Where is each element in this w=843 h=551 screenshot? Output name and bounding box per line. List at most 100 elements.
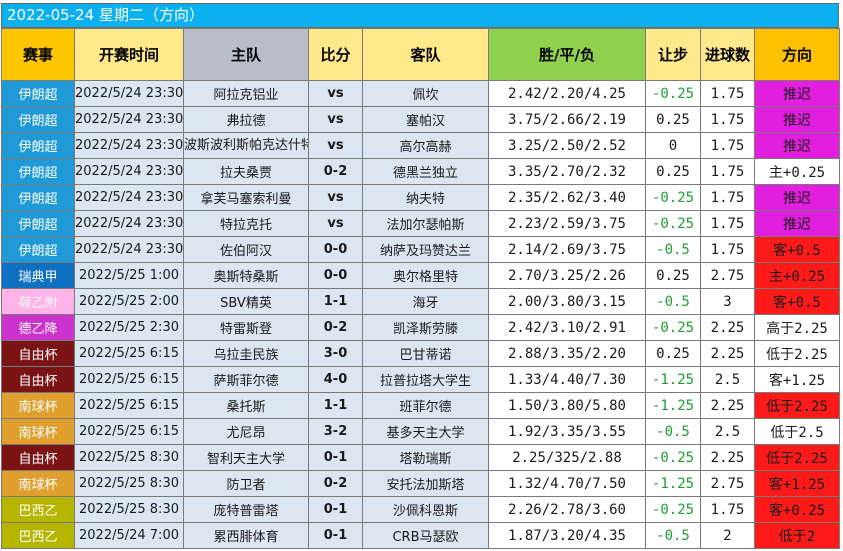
score-cell[interactable]: 3-0: [308, 340, 363, 367]
score-cell[interactable]: 3-2: [308, 418, 363, 445]
away-team-cell[interactable]: 塔勒瑞斯: [362, 444, 489, 471]
score-cell[interactable]: 0-0: [308, 236, 363, 263]
home-team-cell[interactable]: 庞特普雷塔: [183, 496, 309, 523]
league-cell[interactable]: 南球杯: [1, 418, 75, 445]
handicap-cell[interactable]: -0.5: [645, 418, 701, 445]
odds-cell[interactable]: 1.32/4.70/7.50: [488, 470, 646, 497]
goals-cell[interactable]: 2: [700, 522, 755, 549]
time-cell[interactable]: 2022/5/25 1:00: [74, 262, 184, 289]
odds-cell[interactable]: 3.75/2.66/2.19: [488, 106, 646, 133]
table-row[interactable]: 伊朗超 2022/5/24 23:30 弗拉德 vs 塞帕汉 3.75/2.66/2.19…: [1, 106, 840, 133]
home-team-cell[interactable]: 拉夫桑贾: [183, 158, 309, 185]
handicap-cell[interactable]: -0.25: [645, 314, 701, 341]
away-team-cell[interactable]: 基多天主大学: [362, 418, 489, 445]
away-team-cell[interactable]: 德黑兰独立: [362, 158, 489, 185]
away-team-cell[interactable]: 塞帕汉: [362, 106, 489, 133]
away-team-cell[interactable]: 奥尔格里特: [362, 262, 489, 289]
score-cell[interactable]: vs: [308, 132, 363, 159]
table-row[interactable]: 伊朗超 2022/5/24 23:30 拿芙马塞索利曼 vs 纳夫特 2.35/2.62/…: [1, 184, 840, 211]
time-cell[interactable]: 2022/5/25 2:00: [74, 288, 184, 315]
odds-cell[interactable]: 2.88/3.35/2.20: [488, 340, 646, 367]
table-row[interactable]: 南球杯 2022/5/25 6:15 尤尼昂 3-2 基多天主大学 1.92/3.35/3…: [1, 418, 840, 445]
away-team-cell[interactable]: 纳夫特: [362, 184, 489, 211]
table-row[interactable]: 巴西乙 2022/5/24 7:00 累西腓体育 0-1 CRB马瑟欧 1.87/3.20…: [1, 522, 840, 549]
handicap-cell[interactable]: -1.25: [645, 392, 701, 419]
score-cell[interactable]: 0-0: [308, 262, 363, 289]
odds-cell[interactable]: 2.23/2.59/3.75: [488, 210, 646, 237]
header-direction[interactable]: 方向: [754, 28, 840, 81]
odds-cell[interactable]: 2.00/3.80/3.15: [488, 288, 646, 315]
league-cell[interactable]: 自由杯: [1, 340, 75, 367]
score-cell[interactable]: 1-1: [308, 392, 363, 419]
time-cell[interactable]: 2022/5/25 6:15: [74, 366, 184, 393]
league-cell[interactable]: 瑞典甲: [1, 262, 75, 289]
home-team-cell[interactable]: 拿芙马塞索利曼: [183, 184, 309, 211]
direction-cell[interactable]: 客+0.5: [754, 236, 840, 263]
league-cell[interactable]: 自由杯: [1, 366, 75, 393]
goals-cell[interactable]: 2.75: [700, 262, 755, 289]
goals-cell[interactable]: 2.75: [700, 470, 755, 497]
score-cell[interactable]: 0-1: [308, 444, 363, 471]
direction-cell[interactable]: 高于2.25: [754, 314, 840, 341]
time-cell[interactable]: 2022/5/25 2:30: [74, 314, 184, 341]
away-team-cell[interactable]: 凯泽斯劳滕: [362, 314, 489, 341]
table-row[interactable]: 荷乙附 2022/5/25 2:00 SBV精英 1-1 海牙 2.00/3.80/3.1…: [1, 288, 840, 315]
goals-cell[interactable]: 1.75: [700, 496, 755, 523]
time-cell[interactable]: 2022/5/24 23:30: [74, 132, 184, 159]
away-team-cell[interactable]: 拉普拉塔大学生: [362, 366, 489, 393]
direction-cell[interactable]: 客+0.25: [754, 496, 840, 523]
table-row[interactable]: 南球杯 2022/5/25 8:30 防卫者 0-2 安托法加斯塔 1.32/4.70/7…: [1, 470, 840, 497]
header-league[interactable]: 赛事: [1, 28, 75, 81]
score-cell[interactable]: vs: [308, 106, 363, 133]
away-team-cell[interactable]: 佩坎: [362, 80, 489, 107]
league-cell[interactable]: 德乙降: [1, 314, 75, 341]
league-cell[interactable]: 伊朗超: [1, 106, 75, 133]
odds-cell[interactable]: 2.35/2.62/3.40: [488, 184, 646, 211]
table-row[interactable]: 自由杯 2022/5/25 6:15 萨斯菲尔德 4-0 拉普拉塔大学生 1.33/4.4…: [1, 366, 840, 393]
home-team-cell[interactable]: 奥斯特桑斯: [183, 262, 309, 289]
home-team-cell[interactable]: 防卫者: [183, 470, 309, 497]
header-away[interactable]: 客队: [362, 28, 489, 81]
table-row[interactable]: 巴西乙 2022/5/25 8:30 庞特普雷塔 0-1 沙佩科恩斯 2.26/2.78/…: [1, 496, 840, 523]
odds-cell[interactable]: 2.14/2.69/3.75: [488, 236, 646, 263]
league-cell[interactable]: 自由杯: [1, 444, 75, 471]
handicap-cell[interactable]: -0.5: [645, 522, 701, 549]
direction-cell[interactable]: 低于2.25: [754, 392, 840, 419]
time-cell[interactable]: 2022/5/25 8:30: [74, 496, 184, 523]
table-row[interactable]: 伊朗超 2022/5/24 23:30 阿拉克铝业 vs 佩坎 2.42/2.20/4.2…: [1, 80, 840, 107]
home-team-cell[interactable]: 特拉克托: [183, 210, 309, 237]
handicap-cell[interactable]: -0.5: [645, 236, 701, 263]
odds-cell[interactable]: 2.42/2.20/4.25: [488, 80, 646, 107]
table-row[interactable]: 自由杯 2022/5/25 6:15 乌拉圭民族 3-0 巴甘蒂诺 2.88/3.35/2…: [1, 340, 840, 367]
time-cell[interactable]: 2022/5/24 23:30: [74, 80, 184, 107]
away-team-cell[interactable]: 高尔高赫: [362, 132, 489, 159]
goals-cell[interactable]: 3: [700, 288, 755, 315]
time-cell[interactable]: 2022/5/25 6:15: [74, 392, 184, 419]
handicap-cell[interactable]: -0.25: [645, 184, 701, 211]
handicap-cell[interactable]: -0.25: [645, 210, 701, 237]
goals-cell[interactable]: 1.75: [700, 210, 755, 237]
score-cell[interactable]: vs: [308, 184, 363, 211]
table-row[interactable]: 自由杯 2022/5/25 8:30 智利天主大学 0-1 塔勒瑞斯 2.25/325/2…: [1, 444, 840, 471]
time-cell[interactable]: 2022/5/24 7:00: [74, 522, 184, 549]
handicap-cell[interactable]: -1.25: [645, 366, 701, 393]
header-odds[interactable]: 胜/平/负: [488, 28, 646, 81]
handicap-cell[interactable]: 0: [645, 132, 701, 159]
league-cell[interactable]: 伊朗超: [1, 236, 75, 263]
handicap-cell[interactable]: 0.25: [645, 340, 701, 367]
odds-cell[interactable]: 2.70/3.25/2.26: [488, 262, 646, 289]
home-team-cell[interactable]: SBV精英: [183, 288, 309, 315]
direction-cell[interactable]: 客+1.25: [754, 366, 840, 393]
table-row[interactable]: 瑞典甲 2022/5/25 1:00 奥斯特桑斯 0-0 奥尔格里特 2.70/3.25/…: [1, 262, 840, 289]
table-row[interactable]: 南球杯 2022/5/25 6:15 桑托斯 1-1 班菲尔德 1.50/3.80/5.8…: [1, 392, 840, 419]
odds-cell[interactable]: 3.35/2.70/2.32: [488, 158, 646, 185]
score-cell[interactable]: 0-2: [308, 158, 363, 185]
header-goals[interactable]: 进球数: [700, 28, 755, 81]
handicap-cell[interactable]: -0.25: [645, 80, 701, 107]
goals-cell[interactable]: 1.75: [700, 236, 755, 263]
league-cell[interactable]: 伊朗超: [1, 184, 75, 211]
league-cell[interactable]: 伊朗超: [1, 158, 75, 185]
time-cell[interactable]: 2022/5/24 23:30: [74, 210, 184, 237]
header-handicap[interactable]: 让步: [645, 28, 701, 81]
direction-cell[interactable]: 推迟: [754, 184, 840, 211]
